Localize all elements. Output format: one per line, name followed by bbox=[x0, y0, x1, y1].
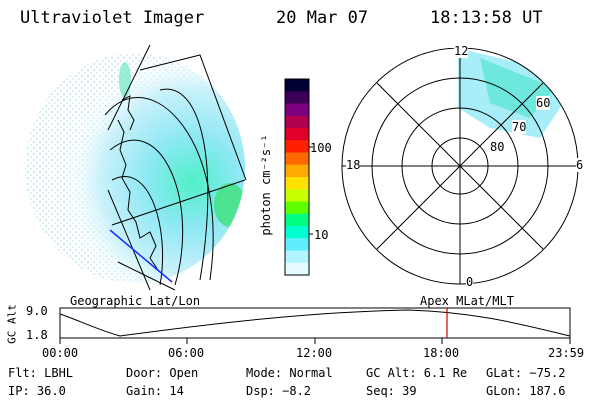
mlat-label-80: 80 bbox=[490, 140, 505, 154]
terminator-line bbox=[109, 229, 173, 283]
timeline-xtick-4: 23:59 bbox=[548, 346, 585, 360]
mlt-label-12: 12 bbox=[454, 44, 469, 58]
lat-lon-grid bbox=[104, 44, 247, 291]
info-glat: GLat: −75.2 bbox=[486, 366, 566, 380]
aurora-emission-left bbox=[25, 53, 245, 283]
magnetic-caption: Apex MLat/MLT bbox=[420, 294, 514, 308]
image-time: 18:13:58 UT bbox=[430, 8, 543, 28]
colorbar-segment bbox=[285, 79, 309, 92]
mlat-label-60: 60 bbox=[536, 96, 551, 110]
orbit-timeline bbox=[59, 307, 571, 344]
mlt-label-0: 0 bbox=[466, 275, 474, 289]
colorbar-segment bbox=[285, 91, 309, 105]
colorbar-segment bbox=[285, 201, 309, 215]
info-ip: IP: 36.0 bbox=[8, 384, 66, 398]
info-door: Door: Open bbox=[126, 366, 199, 380]
colorbar-segment bbox=[285, 164, 309, 178]
info-gc-alt: GC Alt: 6.1 Re bbox=[366, 366, 468, 380]
timeline-xtick-3: 18:00 bbox=[423, 346, 460, 360]
timeline-ytick-min: 1.8 bbox=[26, 328, 48, 342]
polar-plot bbox=[341, 48, 579, 285]
colorbar bbox=[284, 78, 313, 276]
instrument-title: Ultraviolet Imager bbox=[20, 8, 205, 28]
timeline-xtick-2: 12:00 bbox=[296, 346, 333, 360]
colorbar-segment bbox=[285, 103, 309, 117]
mlat-label-70: 70 bbox=[512, 120, 527, 134]
colorbar-segment bbox=[285, 213, 309, 227]
timeline-ytick-max: 9.0 bbox=[26, 304, 48, 318]
info-dsp: Dsp: −8.2 bbox=[246, 384, 312, 398]
info-mode: Mode: Normal bbox=[246, 366, 333, 380]
colorbar-segment bbox=[285, 152, 309, 166]
colorbar-segment bbox=[285, 189, 309, 203]
colorbar-tick-100: 100 bbox=[310, 141, 332, 155]
colorbar-segment bbox=[285, 177, 309, 190]
mlt-label-6: 6 bbox=[576, 158, 584, 172]
geographic-image-panel bbox=[25, 44, 247, 291]
coastline bbox=[117, 119, 159, 271]
info-filter: Flt: LBHL bbox=[8, 366, 74, 380]
colorbar-segment bbox=[285, 128, 309, 141]
info-seq: Seq: 39 bbox=[366, 384, 417, 398]
image-date: 20 Mar 07 bbox=[276, 8, 369, 28]
colorbar-tick-10: 10 bbox=[314, 228, 329, 242]
timeline-xtick-1: 06:00 bbox=[168, 346, 205, 360]
timeline-ylabel: GC Alt bbox=[5, 304, 19, 344]
orbit-altitude-curve bbox=[59, 309, 571, 337]
colorbar-segment bbox=[285, 238, 309, 252]
colorbar-segment bbox=[285, 226, 309, 239]
colorbar-unit-label: photon cm⁻²s⁻¹ bbox=[259, 134, 273, 236]
colorbar-scale bbox=[285, 79, 309, 276]
geographic-caption: Geographic Lat/Lon bbox=[70, 294, 201, 308]
colorbar-segment bbox=[285, 115, 309, 129]
colorbar-segment bbox=[285, 250, 309, 264]
info-gain: Gain: 14 bbox=[126, 384, 184, 398]
timeline-xtick-0: 00:00 bbox=[42, 346, 79, 360]
colorbar-segment bbox=[285, 140, 309, 154]
mlt-label-18: 18 bbox=[346, 158, 361, 172]
info-glon: GLon: 187.6 bbox=[486, 384, 566, 398]
colorbar-segment bbox=[285, 262, 309, 276]
